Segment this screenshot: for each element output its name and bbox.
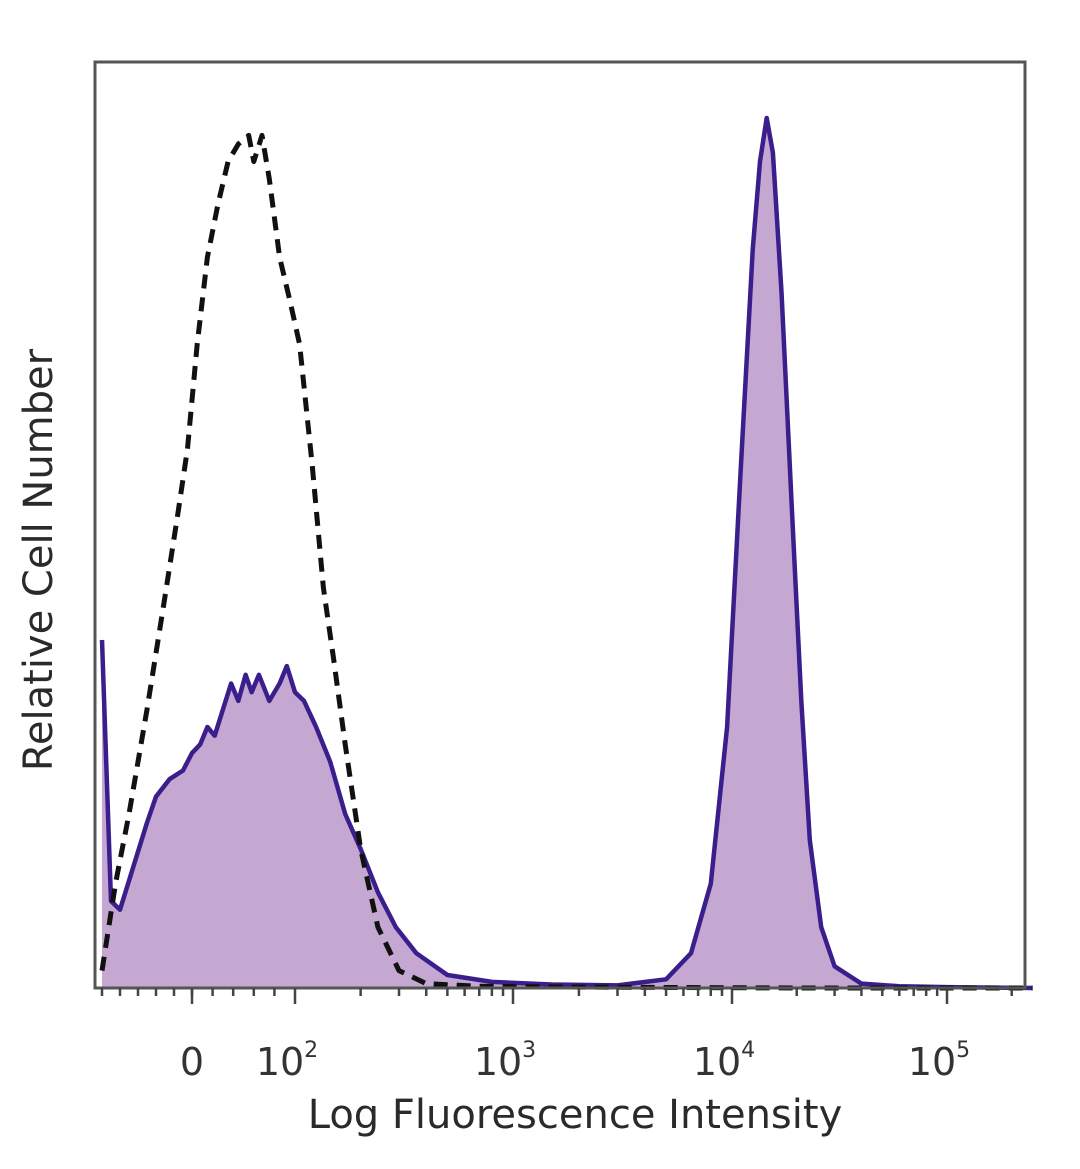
x-axis-tick-labels: 0 102 103 104 105 — [180, 1038, 970, 1084]
stained-sample-line — [99, 115, 1033, 991]
isotype-control-line — [99, 132, 1033, 991]
plot-frame — [93, 60, 1027, 990]
x-tick-label: 102 — [256, 1038, 318, 1084]
x-tick-label: 104 — [693, 1038, 755, 1084]
plot-area — [99, 115, 1033, 991]
x-tick-label: 0 — [180, 1040, 204, 1084]
x-tick-label: 103 — [474, 1038, 536, 1084]
stained-sample-area — [102, 118, 1033, 988]
y-axis-title: Relative Cell Number — [16, 348, 62, 771]
x-axis-title: Log Fluorescence Intensity — [308, 1092, 843, 1138]
x-axis-ticks — [100, 988, 1013, 1004]
x-tick-label: 105 — [908, 1038, 970, 1084]
